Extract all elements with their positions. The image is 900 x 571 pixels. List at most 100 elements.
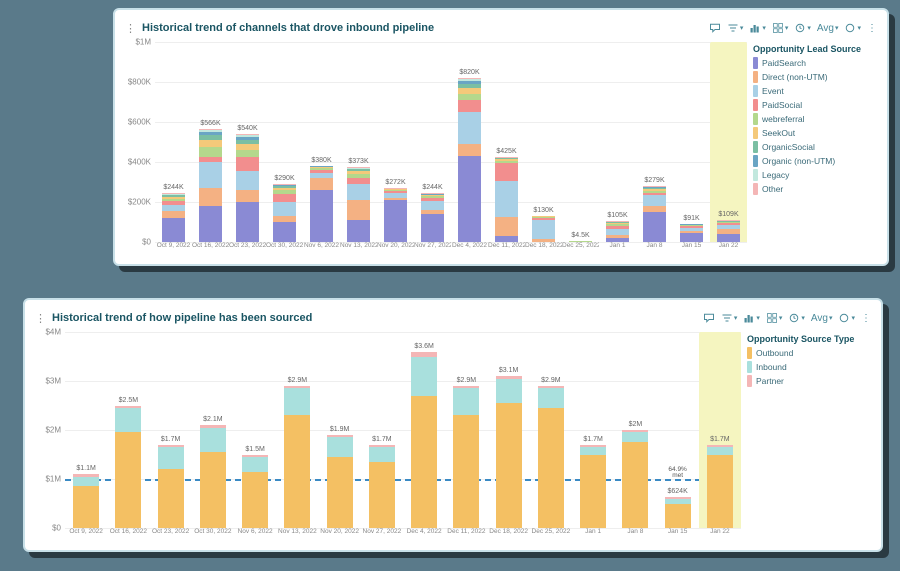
bar-column[interactable]: $1.9M196%met — [319, 332, 361, 528]
legend-item-Partner[interactable]: Partner — [747, 375, 871, 387]
legend-item-OrganicNonUTM[interactable]: Organic (non-UTM) — [753, 155, 877, 167]
bar-segment-PaidSocial[interactable] — [310, 170, 333, 173]
avg-button[interactable]: Avg▾ — [817, 23, 839, 34]
bar-segment-Other[interactable] — [458, 78, 481, 79]
bar-segment-PaidSearch[interactable] — [458, 156, 481, 242]
bar-segment-Event[interactable] — [162, 205, 185, 211]
bar-segment-Event[interactable] — [458, 112, 481, 144]
legend-item-Event[interactable]: Event — [753, 85, 877, 97]
bar-segment-Outbound[interactable] — [707, 455, 733, 528]
bar-column[interactable]: $1.7M181%met — [361, 332, 403, 528]
bar-segment-Outbound[interactable] — [411, 396, 437, 528]
bar-segment-Inbound[interactable] — [327, 437, 353, 457]
bar-segment-Direct[interactable] — [347, 200, 370, 220]
legend-item-OrganicSocial[interactable]: OrganicSocial — [753, 141, 877, 153]
bar-segment-Inbound[interactable] — [496, 379, 522, 403]
bar-segment-PaidSocial[interactable] — [606, 226, 629, 229]
bar-segment-SeekOut[interactable] — [458, 88, 481, 94]
bar-segment-Partner[interactable] — [242, 455, 268, 457]
bar-column[interactable]: $105K — [599, 42, 636, 242]
bar-column[interactable]: $4.5K — [562, 42, 599, 242]
bar-segment-PaidSearch[interactable] — [421, 214, 444, 242]
bar-segment-webreferral[interactable] — [310, 168, 333, 170]
bar-segment-Partner[interactable] — [453, 386, 479, 388]
bar-segment-PaidSearch[interactable] — [162, 218, 185, 242]
bar-segment-webreferral[interactable] — [532, 217, 555, 218]
bar-segment-Legacy[interactable] — [162, 194, 185, 195]
legend-item-PaidSearch[interactable]: PaidSearch — [753, 57, 877, 69]
bar-segment-OrganicNonUTM[interactable] — [199, 132, 222, 135]
bar-column[interactable]: $2.5M — [107, 332, 149, 528]
bar-column[interactable]: $425K — [488, 42, 525, 242]
bar-column[interactable]: $244K — [155, 42, 192, 242]
bar-segment-Inbound[interactable] — [665, 499, 691, 504]
bar-segment-Event[interactable] — [421, 201, 444, 210]
bar-segment-Partner[interactable] — [622, 430, 648, 432]
bar-segment-Legacy[interactable] — [236, 135, 259, 137]
bar-column[interactable]: $130K — [525, 42, 562, 242]
bar-segment-Direct[interactable] — [236, 190, 259, 202]
bar-segment-OrganicSocial[interactable] — [495, 158, 518, 159]
bar-column[interactable]: $290K — [266, 42, 303, 242]
bar-segment-OrganicSocial[interactable] — [643, 187, 666, 189]
bar-segment-Outbound[interactable] — [242, 472, 268, 528]
bar-segment-Inbound[interactable] — [622, 432, 648, 442]
bar-segment-webreferral[interactable] — [643, 191, 666, 193]
legend-item-webreferral[interactable]: webreferral — [753, 113, 877, 125]
bar-segment-Direct[interactable] — [162, 211, 185, 218]
bar-column[interactable]: $2.1M — [192, 332, 234, 528]
bar-segment-Partner[interactable] — [707, 445, 733, 447]
chart-type-icon[interactable]: ▾ — [749, 22, 766, 34]
bar-column[interactable]: $2M211%met — [614, 332, 656, 528]
bar-segment-Direct[interactable] — [421, 210, 444, 214]
bar-segment-Event[interactable] — [310, 173, 333, 178]
bar-segment-webreferral[interactable] — [569, 241, 592, 242]
bar-column[interactable]: $566K — [192, 42, 229, 242]
bar-segment-Direct[interactable] — [273, 216, 296, 222]
bar-segment-Partner[interactable] — [411, 352, 437, 357]
bar-segment-PaidSocial[interactable] — [347, 178, 370, 184]
bar-segment-OrganicNonUTM[interactable] — [162, 194, 185, 195]
bar-column[interactable]: $540K — [229, 42, 266, 242]
bar-segment-Outbound[interactable] — [327, 457, 353, 528]
bar-segment-Partner[interactable] — [369, 445, 395, 447]
bar-segment-webreferral[interactable] — [680, 225, 703, 226]
bar-segment-PaidSearch[interactable] — [273, 222, 296, 242]
bar-segment-Inbound[interactable] — [369, 447, 395, 462]
bar-segment-Partner[interactable] — [327, 435, 353, 437]
bar-segment-OrganicSocial[interactable] — [421, 194, 444, 195]
bar-segment-SeekOut[interactable] — [643, 189, 666, 191]
bar-segment-Direct[interactable] — [643, 206, 666, 212]
bar-segment-Direct[interactable] — [458, 144, 481, 156]
bar-column[interactable]: $279K — [636, 42, 673, 242]
bar-segment-Direct[interactable] — [495, 217, 518, 236]
bar-segment-PaidSocial[interactable] — [643, 193, 666, 195]
more-icon[interactable]: ⋮ — [867, 23, 877, 34]
bar-segment-Partner[interactable] — [665, 497, 691, 498]
clock-icon[interactable]: ▾ — [844, 22, 861, 34]
filter-icon[interactable]: ▾ — [721, 312, 738, 324]
bar-segment-Event[interactable] — [532, 220, 555, 239]
bar-segment-Partner[interactable] — [158, 445, 184, 447]
bar-segment-PaidSearch[interactable] — [717, 234, 740, 242]
bar-segment-SeekOut[interactable] — [680, 224, 703, 225]
bar-segment-Legacy[interactable] — [199, 130, 222, 132]
bar-column[interactable]: $272K — [377, 42, 414, 242]
bar-segment-Outbound[interactable] — [580, 455, 606, 528]
bar-segment-SeekOut[interactable] — [532, 216, 555, 217]
bar-column[interactable]: $624K64.9%met — [657, 332, 699, 528]
bar-segment-Event[interactable] — [384, 193, 407, 198]
legend-item-Legacy[interactable]: Legacy — [753, 169, 877, 181]
bar-segment-webreferral[interactable] — [236, 150, 259, 157]
bar-segment-webreferral[interactable] — [384, 190, 407, 191]
legend-item-Outbound[interactable]: Outbound — [747, 347, 871, 359]
bar-segment-PaidSearch[interactable] — [310, 190, 333, 242]
bar-segment-Direct[interactable] — [532, 239, 555, 242]
filter-icon[interactable]: ▾ — [727, 22, 744, 34]
bar-segment-OrganicNonUTM[interactable] — [347, 168, 370, 169]
bar-segment-PaidSocial[interactable] — [458, 100, 481, 112]
bar-segment-OrganicSocial[interactable] — [384, 188, 407, 189]
bar-segment-Outbound[interactable] — [284, 415, 310, 528]
bar-segment-PaidSocial[interactable] — [717, 223, 740, 225]
bar-column[interactable]: $91K — [673, 42, 710, 242]
